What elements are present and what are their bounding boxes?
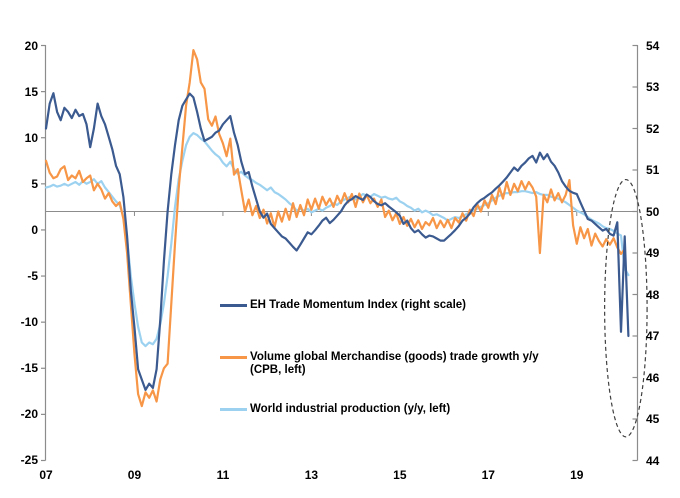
volume-trade-growth-line <box>44 48 626 408</box>
legend-item-eh-trade-momentum-index: EH Trade Momentum Index (right scale) <box>220 299 466 312</box>
legend-item-world-industrial-production: World industrial production (y/y, left) <box>220 403 450 416</box>
legend-label-eh-trade-momentum-index: EH Trade Momentum Index (right scale) <box>250 299 466 311</box>
highlight-ellipse-annotation <box>604 178 648 438</box>
legend-label-volume-global-merchandise: Volume global Merchandise (goods) trade … <box>250 351 539 376</box>
legend-item-volume-global-merchandise: Volume global Merchandise (goods) trade … <box>220 351 550 377</box>
legend-label-world-industrial-production: World industrial production (y/y, left) <box>250 403 451 415</box>
eh-trade-momentum-line <box>44 92 630 391</box>
legend-line-swatch-dark-blue <box>220 304 247 307</box>
world-industrial-production-line <box>44 132 630 348</box>
legend-line-swatch-orange <box>220 356 247 359</box>
legend-line-swatch-light-blue <box>220 408 247 411</box>
